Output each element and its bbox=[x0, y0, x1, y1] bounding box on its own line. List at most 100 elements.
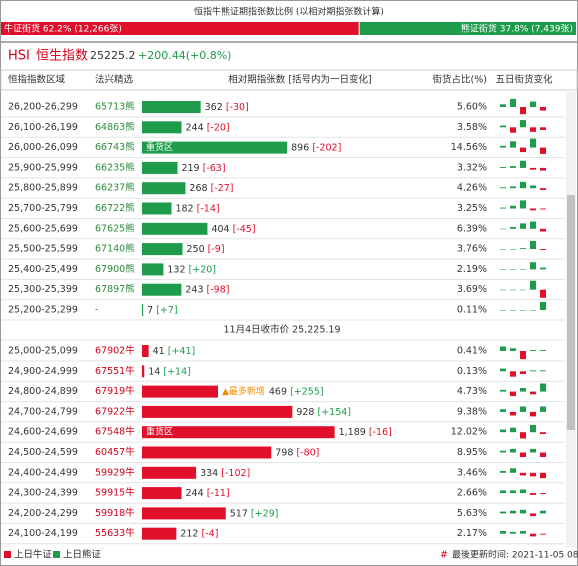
five-day-bar bbox=[530, 185, 536, 189]
five-day-bar bbox=[520, 452, 526, 457]
five-day-bar bbox=[530, 411, 536, 417]
stock-pct: 3.69% bbox=[457, 284, 487, 295]
count: 1,189 bbox=[339, 427, 366, 438]
five-day-bar bbox=[530, 101, 536, 107]
bull-ratio-bar bbox=[1, 22, 359, 35]
range: 26,200-26,299 bbox=[8, 102, 78, 113]
count: 7 bbox=[147, 305, 153, 316]
column-header-label: 相对期指张数 [括号内为一日变化] bbox=[228, 74, 371, 86]
count-text: 219 [-63] bbox=[181, 162, 225, 173]
change: [-98] bbox=[207, 284, 230, 295]
code: 67140熊 bbox=[95, 243, 135, 255]
five-day-bar bbox=[510, 249, 516, 250]
count: 896 bbox=[291, 142, 309, 153]
legend-swatch bbox=[53, 551, 60, 558]
five-day-bar bbox=[530, 448, 536, 453]
range: 24,600-24,699 bbox=[8, 427, 78, 438]
change: [+14] bbox=[163, 366, 190, 377]
stock-pct: 3.46% bbox=[457, 467, 487, 478]
five-day-bar bbox=[540, 107, 546, 111]
count-bar bbox=[142, 487, 182, 500]
five-day-bar bbox=[540, 432, 546, 434]
index-change: +200.44(+0.8%) bbox=[138, 49, 231, 62]
count: 469 bbox=[269, 386, 287, 397]
note: ▲最多新增 bbox=[222, 385, 265, 397]
five-day-bar bbox=[520, 269, 526, 270]
range: 25,000-25,099 bbox=[8, 346, 78, 357]
count-text: 41 [+41] bbox=[153, 346, 196, 357]
count: 404 bbox=[211, 223, 229, 234]
stock-pct: 2.66% bbox=[457, 488, 487, 499]
column-header-label: 五日街货变化 bbox=[495, 74, 553, 86]
stock-pct: 0.41% bbox=[457, 346, 487, 357]
five-day-bar bbox=[540, 370, 546, 372]
five-day-bar bbox=[510, 531, 516, 534]
five-day-bar bbox=[520, 248, 526, 250]
count-bar bbox=[142, 202, 172, 215]
stock-pct: 12.02% bbox=[451, 427, 487, 438]
five-day-bar bbox=[510, 490, 516, 494]
five-day-bar bbox=[530, 138, 536, 148]
count-text: 896 [-202] bbox=[291, 142, 341, 153]
stock-pct: 0.11% bbox=[457, 305, 487, 316]
five-day-bar bbox=[510, 448, 516, 453]
five-day-bar bbox=[520, 200, 526, 209]
count: 219 bbox=[181, 162, 199, 173]
five-day-bar bbox=[500, 471, 506, 473]
change: [+7] bbox=[156, 305, 177, 316]
stock-pct: 2.17% bbox=[457, 528, 487, 539]
change: [+20] bbox=[189, 264, 216, 275]
count-text: 362 [-30] bbox=[205, 102, 249, 113]
five-day-bar bbox=[500, 187, 506, 189]
five-day-bar bbox=[540, 208, 546, 210]
code: 66743熊 bbox=[95, 141, 135, 153]
legend-swatch bbox=[4, 551, 11, 558]
code: 65713熊 bbox=[95, 101, 135, 113]
count-text: 517 [+29] bbox=[230, 508, 279, 519]
index-name-cn: 恒生指数 bbox=[36, 49, 88, 64]
five-day-bar bbox=[520, 107, 526, 115]
ratio-title: 恒指牛熊证期指张数比例 (以相对期指张数计算) bbox=[194, 6, 384, 18]
column-header-label: 恒指指数区域 bbox=[8, 74, 66, 86]
count-bar bbox=[142, 365, 145, 378]
five-day-bar bbox=[500, 167, 506, 168]
count-bar bbox=[142, 263, 164, 276]
five-day-bar bbox=[500, 145, 506, 148]
stock-pct: 3.76% bbox=[457, 244, 487, 255]
five-day-bar bbox=[530, 208, 536, 211]
range: 24,800-24,899 bbox=[8, 386, 78, 397]
count-bar bbox=[142, 161, 178, 174]
count-text: 132 [+20] bbox=[167, 264, 216, 275]
five-day-bar bbox=[510, 166, 516, 168]
stock-pct: 3.58% bbox=[457, 122, 487, 133]
range: 25,800-25,899 bbox=[8, 183, 78, 194]
five-day-bar bbox=[500, 310, 506, 311]
code: 66235熊 bbox=[95, 161, 135, 173]
five-day-bar bbox=[510, 227, 516, 229]
legend-label: 上日熊证 bbox=[63, 549, 102, 561]
stock-pct: 8.95% bbox=[457, 447, 487, 458]
change: [-63] bbox=[203, 162, 226, 173]
five-day-bar bbox=[540, 493, 546, 494]
count: 334 bbox=[200, 467, 218, 478]
range: 24,200-24,299 bbox=[8, 508, 78, 519]
count: 517 bbox=[230, 508, 248, 519]
five-day-bar bbox=[530, 221, 536, 229]
five-day-bar bbox=[530, 533, 536, 537]
count-bar bbox=[142, 101, 201, 113]
five-day-bar bbox=[520, 310, 526, 311]
index-name-en: HSI bbox=[8, 49, 30, 64]
column-header bbox=[0, 69, 578, 91]
bear-ratio-bar bbox=[359, 22, 576, 35]
change: [+29] bbox=[251, 508, 278, 519]
five-day-bar bbox=[520, 509, 526, 514]
stock-pct: 6.39% bbox=[457, 223, 487, 234]
heavy-tag: 重货区 bbox=[146, 141, 173, 153]
count-text: 14 [+14] bbox=[148, 366, 191, 377]
range: 24,500-24,599 bbox=[8, 447, 78, 458]
count-bar bbox=[142, 426, 335, 439]
change: [+255] bbox=[290, 386, 324, 397]
range: 25,500-25,599 bbox=[8, 244, 78, 255]
five-day-bar bbox=[540, 472, 546, 479]
five-day-bar bbox=[520, 147, 526, 153]
